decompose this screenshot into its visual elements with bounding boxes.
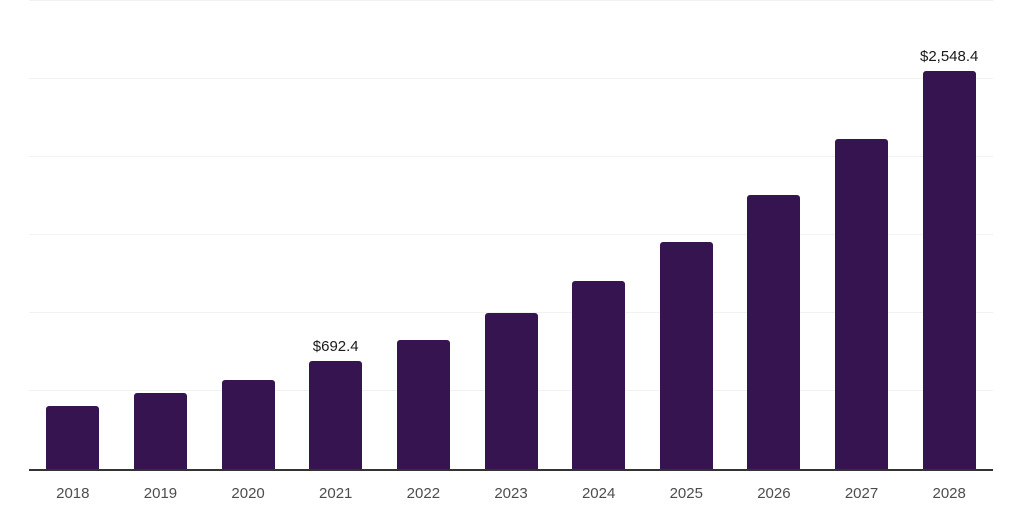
x-axis-labels: 2018 2019 2020 2021 2022 2023 2024 2025 2026 2027… <box>29 486 993 506</box>
bar-2021 <box>309 361 363 469</box>
bar-value-label-2028: $2,548.4 <box>919 48 979 66</box>
gridline <box>29 234 993 235</box>
bar-2025 <box>659 242 713 469</box>
x-axis-tick-label-2025: 2025 <box>669 485 703 502</box>
x-axis-tick-label-2022: 2022 <box>406 485 441 502</box>
x-axis-tick-label-2027: 2027 <box>844 485 879 502</box>
x-axis-line <box>29 469 993 471</box>
bar-2020 <box>221 379 275 469</box>
x-axis-tick-label-2020: 2020 <box>231 485 265 502</box>
gridline <box>29 156 993 157</box>
bar-value-label-2021: $692.4 <box>312 338 359 355</box>
bar-2022 <box>396 339 450 469</box>
gridline <box>29 0 993 1</box>
x-axis-tick-label-2024: 2024 <box>581 485 616 502</box>
x-axis-tick-label-2028: 2028 <box>932 485 966 502</box>
bar-2027 <box>835 138 889 469</box>
gridline <box>29 78 993 79</box>
x-axis-tick-label-2021: 2021 <box>319 485 353 502</box>
plot-area: $692.4 $2,548.4 <box>29 0 993 469</box>
x-axis-tick-label-2018: 2018 <box>56 485 90 502</box>
bar-2023 <box>484 312 538 469</box>
gridline <box>29 312 993 313</box>
x-axis-tick-label-2023: 2023 <box>494 485 528 502</box>
bar-2026 <box>747 194 801 469</box>
bar-2018 <box>46 405 100 469</box>
x-axis-tick-label-2019: 2019 <box>143 485 178 502</box>
bar-2019 <box>133 393 187 469</box>
bar-2028 <box>922 71 976 469</box>
bar-2024 <box>572 280 626 469</box>
x-axis-tick-label-2026: 2026 <box>757 485 791 502</box>
